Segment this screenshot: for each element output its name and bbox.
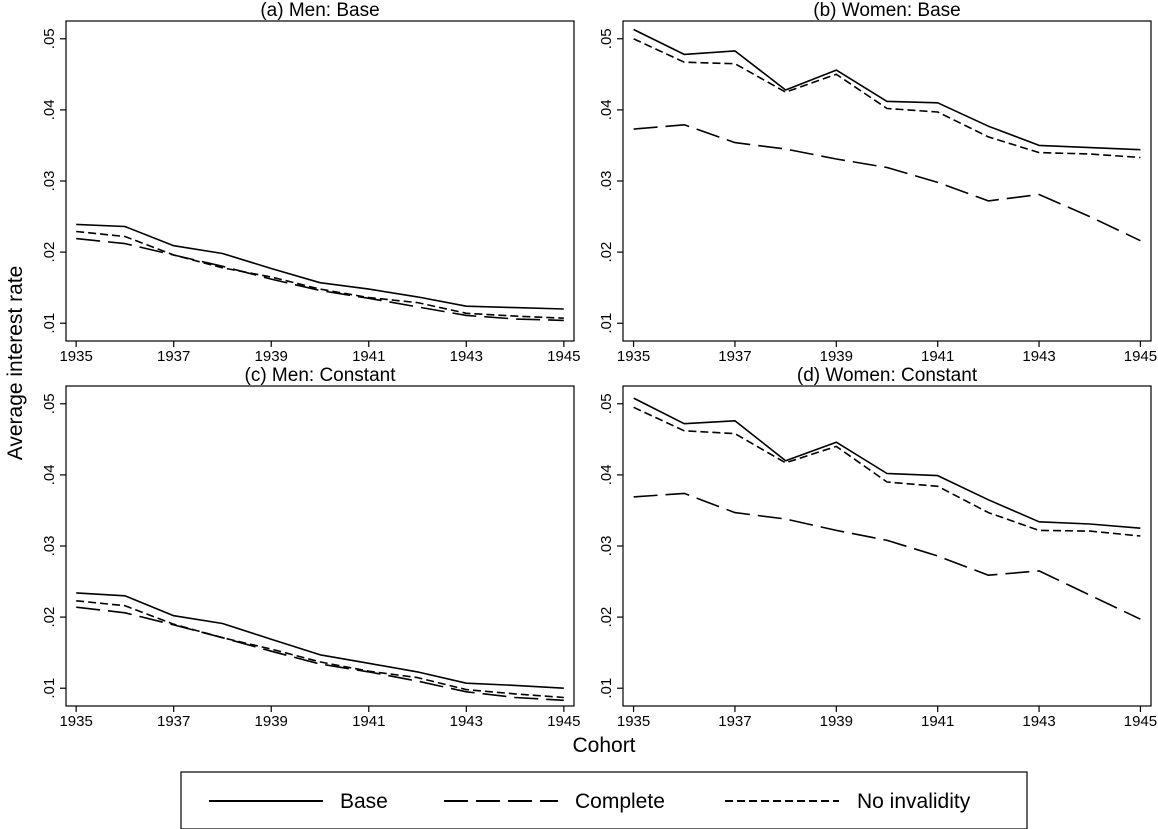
series-line-base bbox=[76, 223, 564, 310]
x-tick-label: 1935 bbox=[59, 348, 92, 365]
x-tick-label: 1937 bbox=[718, 348, 751, 365]
y-tick-label: .05 bbox=[41, 28, 58, 49]
y-tick-label: .01 bbox=[598, 313, 615, 334]
legend-label-base: Base bbox=[340, 790, 388, 813]
x-tick-label: 1945 bbox=[1124, 713, 1157, 730]
y-tick-label: .01 bbox=[41, 313, 58, 334]
legend: Base Complete No invalidity bbox=[180, 771, 1028, 829]
x-tick-label: 1937 bbox=[718, 713, 751, 730]
y-tick-label: .01 bbox=[41, 678, 58, 699]
y-tick-label: .02 bbox=[598, 607, 615, 628]
panel-title: (d) Women: Constant bbox=[797, 365, 978, 386]
x-tick-label: 1945 bbox=[547, 348, 580, 365]
x-tick-label: 1941 bbox=[921, 713, 954, 730]
x-tick-label: 1945 bbox=[547, 713, 580, 730]
y-tick-label: .02 bbox=[41, 242, 58, 263]
y-tick-label: .03 bbox=[598, 536, 615, 557]
panel-title: (c) Men: Constant bbox=[245, 365, 397, 386]
series-line-complete bbox=[633, 124, 1141, 242]
y-tick-label: .05 bbox=[598, 28, 615, 49]
series-line-no-invalidity bbox=[633, 38, 1141, 159]
y-tick-label: .04 bbox=[41, 99, 58, 120]
panel-0: (a) Men: Base .01 .02 .03 .04 .05 1935 1937 1939… bbox=[41, 0, 581, 365]
legend-label-no-invalidity: No invalidity bbox=[857, 790, 971, 813]
y-tick-label: .05 bbox=[41, 393, 58, 414]
y-tick-label: .04 bbox=[41, 464, 58, 485]
x-tick-label: 1935 bbox=[617, 713, 650, 730]
y-axis-label: Average interest rate bbox=[4, 266, 27, 461]
series-line-complete bbox=[76, 606, 564, 702]
panel-title: (b) Women: Base bbox=[813, 0, 960, 21]
x-tick-label: 1943 bbox=[1022, 348, 1055, 365]
x-tick-label: 1945 bbox=[1124, 348, 1157, 365]
legend-label-complete: Complete bbox=[575, 790, 665, 813]
x-tick-label: 1935 bbox=[617, 348, 650, 365]
x-tick-label: 1941 bbox=[352, 713, 385, 730]
x-tick-label: 1943 bbox=[450, 348, 483, 365]
y-tick-label: .03 bbox=[41, 171, 58, 192]
y-tick-label: .03 bbox=[598, 171, 615, 192]
chart-panels: (a) Men: Base .01 .02 .03 .04 .05 1935 1937 1939… bbox=[41, 0, 1157, 730]
y-tick-label: .05 bbox=[598, 393, 615, 414]
x-tick-label: 1937 bbox=[157, 713, 190, 730]
panel-2: (c) Men: Constant .01 .02 .03 .04 .05 1935 1937… bbox=[41, 365, 581, 730]
x-tick-label: 1939 bbox=[820, 348, 853, 365]
y-tick-label: .01 bbox=[598, 678, 615, 699]
x-tick-label: 1943 bbox=[450, 713, 483, 730]
series-line-complete bbox=[633, 492, 1141, 620]
y-tick-label: .03 bbox=[41, 536, 58, 557]
x-tick-label: 1939 bbox=[255, 348, 288, 365]
y-tick-label: .04 bbox=[598, 464, 615, 485]
panel-3: (d) Women: Constant .01 .02 .03 .04 .05 1935 19… bbox=[598, 365, 1157, 730]
series-line-base bbox=[633, 28, 1141, 151]
x-tick-label: 1941 bbox=[921, 348, 954, 365]
series-line-no-invalidity bbox=[633, 406, 1141, 537]
series-line-no-invalidity bbox=[76, 600, 564, 699]
x-tick-label: 1941 bbox=[352, 348, 385, 365]
x-tick-label: 1943 bbox=[1022, 713, 1055, 730]
x-tick-label: 1939 bbox=[255, 713, 288, 730]
y-tick-label: .02 bbox=[41, 607, 58, 628]
x-tick-label: 1939 bbox=[820, 713, 853, 730]
x-axis-label: Cohort bbox=[572, 734, 635, 757]
panel-1: (b) Women: Base .01 .02 .03 .04 .05 1935 1937 19… bbox=[598, 0, 1157, 365]
y-tick-label: .02 bbox=[598, 242, 615, 263]
x-tick-label: 1935 bbox=[59, 713, 92, 730]
x-tick-label: 1937 bbox=[157, 348, 190, 365]
series-line-base bbox=[633, 397, 1141, 529]
series-line-base bbox=[76, 592, 564, 689]
panel-title: (a) Men: Base bbox=[260, 0, 379, 21]
series-line-complete bbox=[76, 237, 564, 322]
y-tick-label: .04 bbox=[598, 99, 615, 120]
